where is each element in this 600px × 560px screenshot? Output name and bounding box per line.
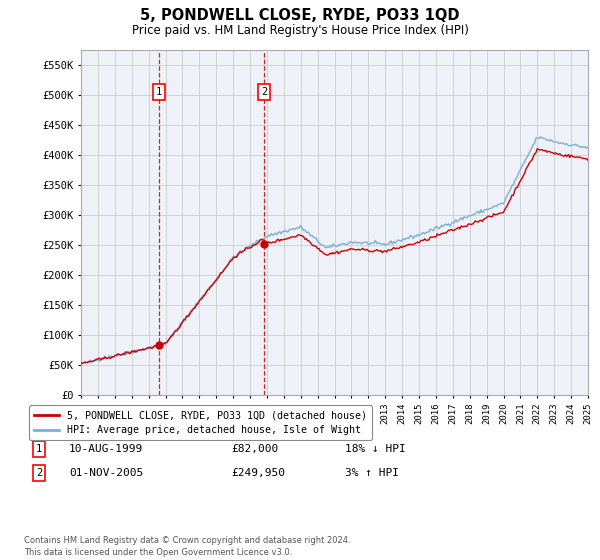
Text: 1: 1 — [36, 444, 42, 454]
Text: 3% ↑ HPI: 3% ↑ HPI — [345, 468, 399, 478]
Text: 2: 2 — [36, 468, 42, 478]
Text: £249,950: £249,950 — [231, 468, 285, 478]
Text: 18% ↓ HPI: 18% ↓ HPI — [345, 444, 406, 454]
Text: 5, PONDWELL CLOSE, RYDE, PO33 1QD: 5, PONDWELL CLOSE, RYDE, PO33 1QD — [140, 8, 460, 24]
Text: Price paid vs. HM Land Registry's House Price Index (HPI): Price paid vs. HM Land Registry's House … — [131, 24, 469, 36]
Legend: 5, PONDWELL CLOSE, RYDE, PO33 1QD (detached house), HPI: Average price, detached: 5, PONDWELL CLOSE, RYDE, PO33 1QD (detac… — [29, 405, 372, 440]
Text: 2: 2 — [261, 87, 267, 97]
Text: 01-NOV-2005: 01-NOV-2005 — [69, 468, 143, 478]
Text: £82,000: £82,000 — [231, 444, 278, 454]
Text: 10-AUG-1999: 10-AUG-1999 — [69, 444, 143, 454]
Text: Contains HM Land Registry data © Crown copyright and database right 2024.
This d: Contains HM Land Registry data © Crown c… — [24, 536, 350, 557]
Text: 1: 1 — [155, 87, 162, 97]
